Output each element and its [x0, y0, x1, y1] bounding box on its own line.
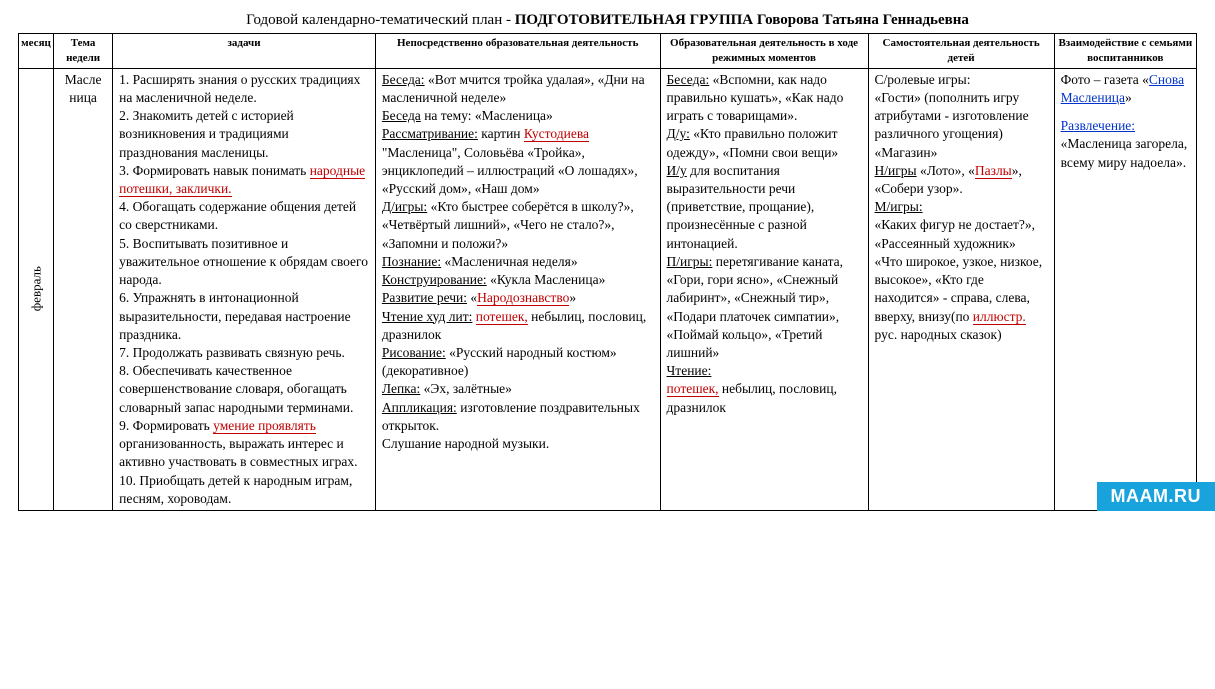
task-line: 7. Продолжать развивать связную речь. — [119, 344, 369, 362]
watermark-badge: MAAM.RU — [1097, 482, 1215, 511]
title-prefix: Годовой календарно-тематический план - — [246, 12, 515, 28]
task-line: 3. Формировать навык понимать народные п… — [119, 162, 369, 198]
task-line: 2. Знакомить детей с историей возникнове… — [119, 107, 369, 162]
h-theme: Тема недели — [54, 34, 113, 69]
task-line: 1. Расширять знания о русских традициях … — [119, 71, 369, 107]
cell-direct: Беседа: «Вот мчится тройка удалая», «Дни… — [375, 68, 660, 510]
task-line: 6. Упражнять в интонационной выразительн… — [119, 289, 369, 344]
task-line: 9. Формировать умение проявлять организо… — [119, 417, 369, 472]
document-title: Годовой календарно-тематический план - П… — [18, 12, 1197, 29]
cell-theme: Масле ница — [54, 68, 113, 510]
cell-family: Фото – газета «Снова Масленица» Развлече… — [1054, 68, 1196, 510]
task-line: 8. Обеспечивать качественное совершенств… — [119, 362, 369, 417]
h-direct: Непосредственно образовательная деятельн… — [375, 34, 660, 69]
cell-regime: Беседа: «Вспомни, как надо правильно куш… — [660, 68, 868, 510]
h-month: месяц — [19, 34, 54, 69]
h-family: Взаимодействие с семьями воспитанников — [1054, 34, 1196, 69]
cell-tasks: 1. Расширять знания о русских традициях … — [113, 68, 376, 510]
task-line: 5. Воспитывать позитивное и уважительное… — [119, 235, 369, 290]
h-indep: Самостоятельная деятельность детей — [868, 34, 1054, 69]
header-row: месяц Тема недели задачи Непосредственно… — [19, 34, 1197, 69]
h-regime: Образовательная деятельность в ходе режи… — [660, 34, 868, 69]
h-tasks: задачи — [113, 34, 376, 69]
cell-month: февраль — [19, 68, 54, 510]
task-line: 10. Приобщать детей к народным играм, пе… — [119, 472, 369, 508]
cell-indep: С/ролевые игры: «Гости» (пополнить игру … — [868, 68, 1054, 510]
plan-table: месяц Тема недели задачи Непосредственно… — [18, 33, 1197, 511]
title-main: ПОДГОТОВИТЕЛЬНАЯ ГРУППА Говорова Татьяна… — [515, 12, 969, 28]
table-row: февраль Масле ница 1. Расширять знания о… — [19, 68, 1197, 510]
task-line: 4. Обогащать содержание общения детей со… — [119, 198, 369, 234]
